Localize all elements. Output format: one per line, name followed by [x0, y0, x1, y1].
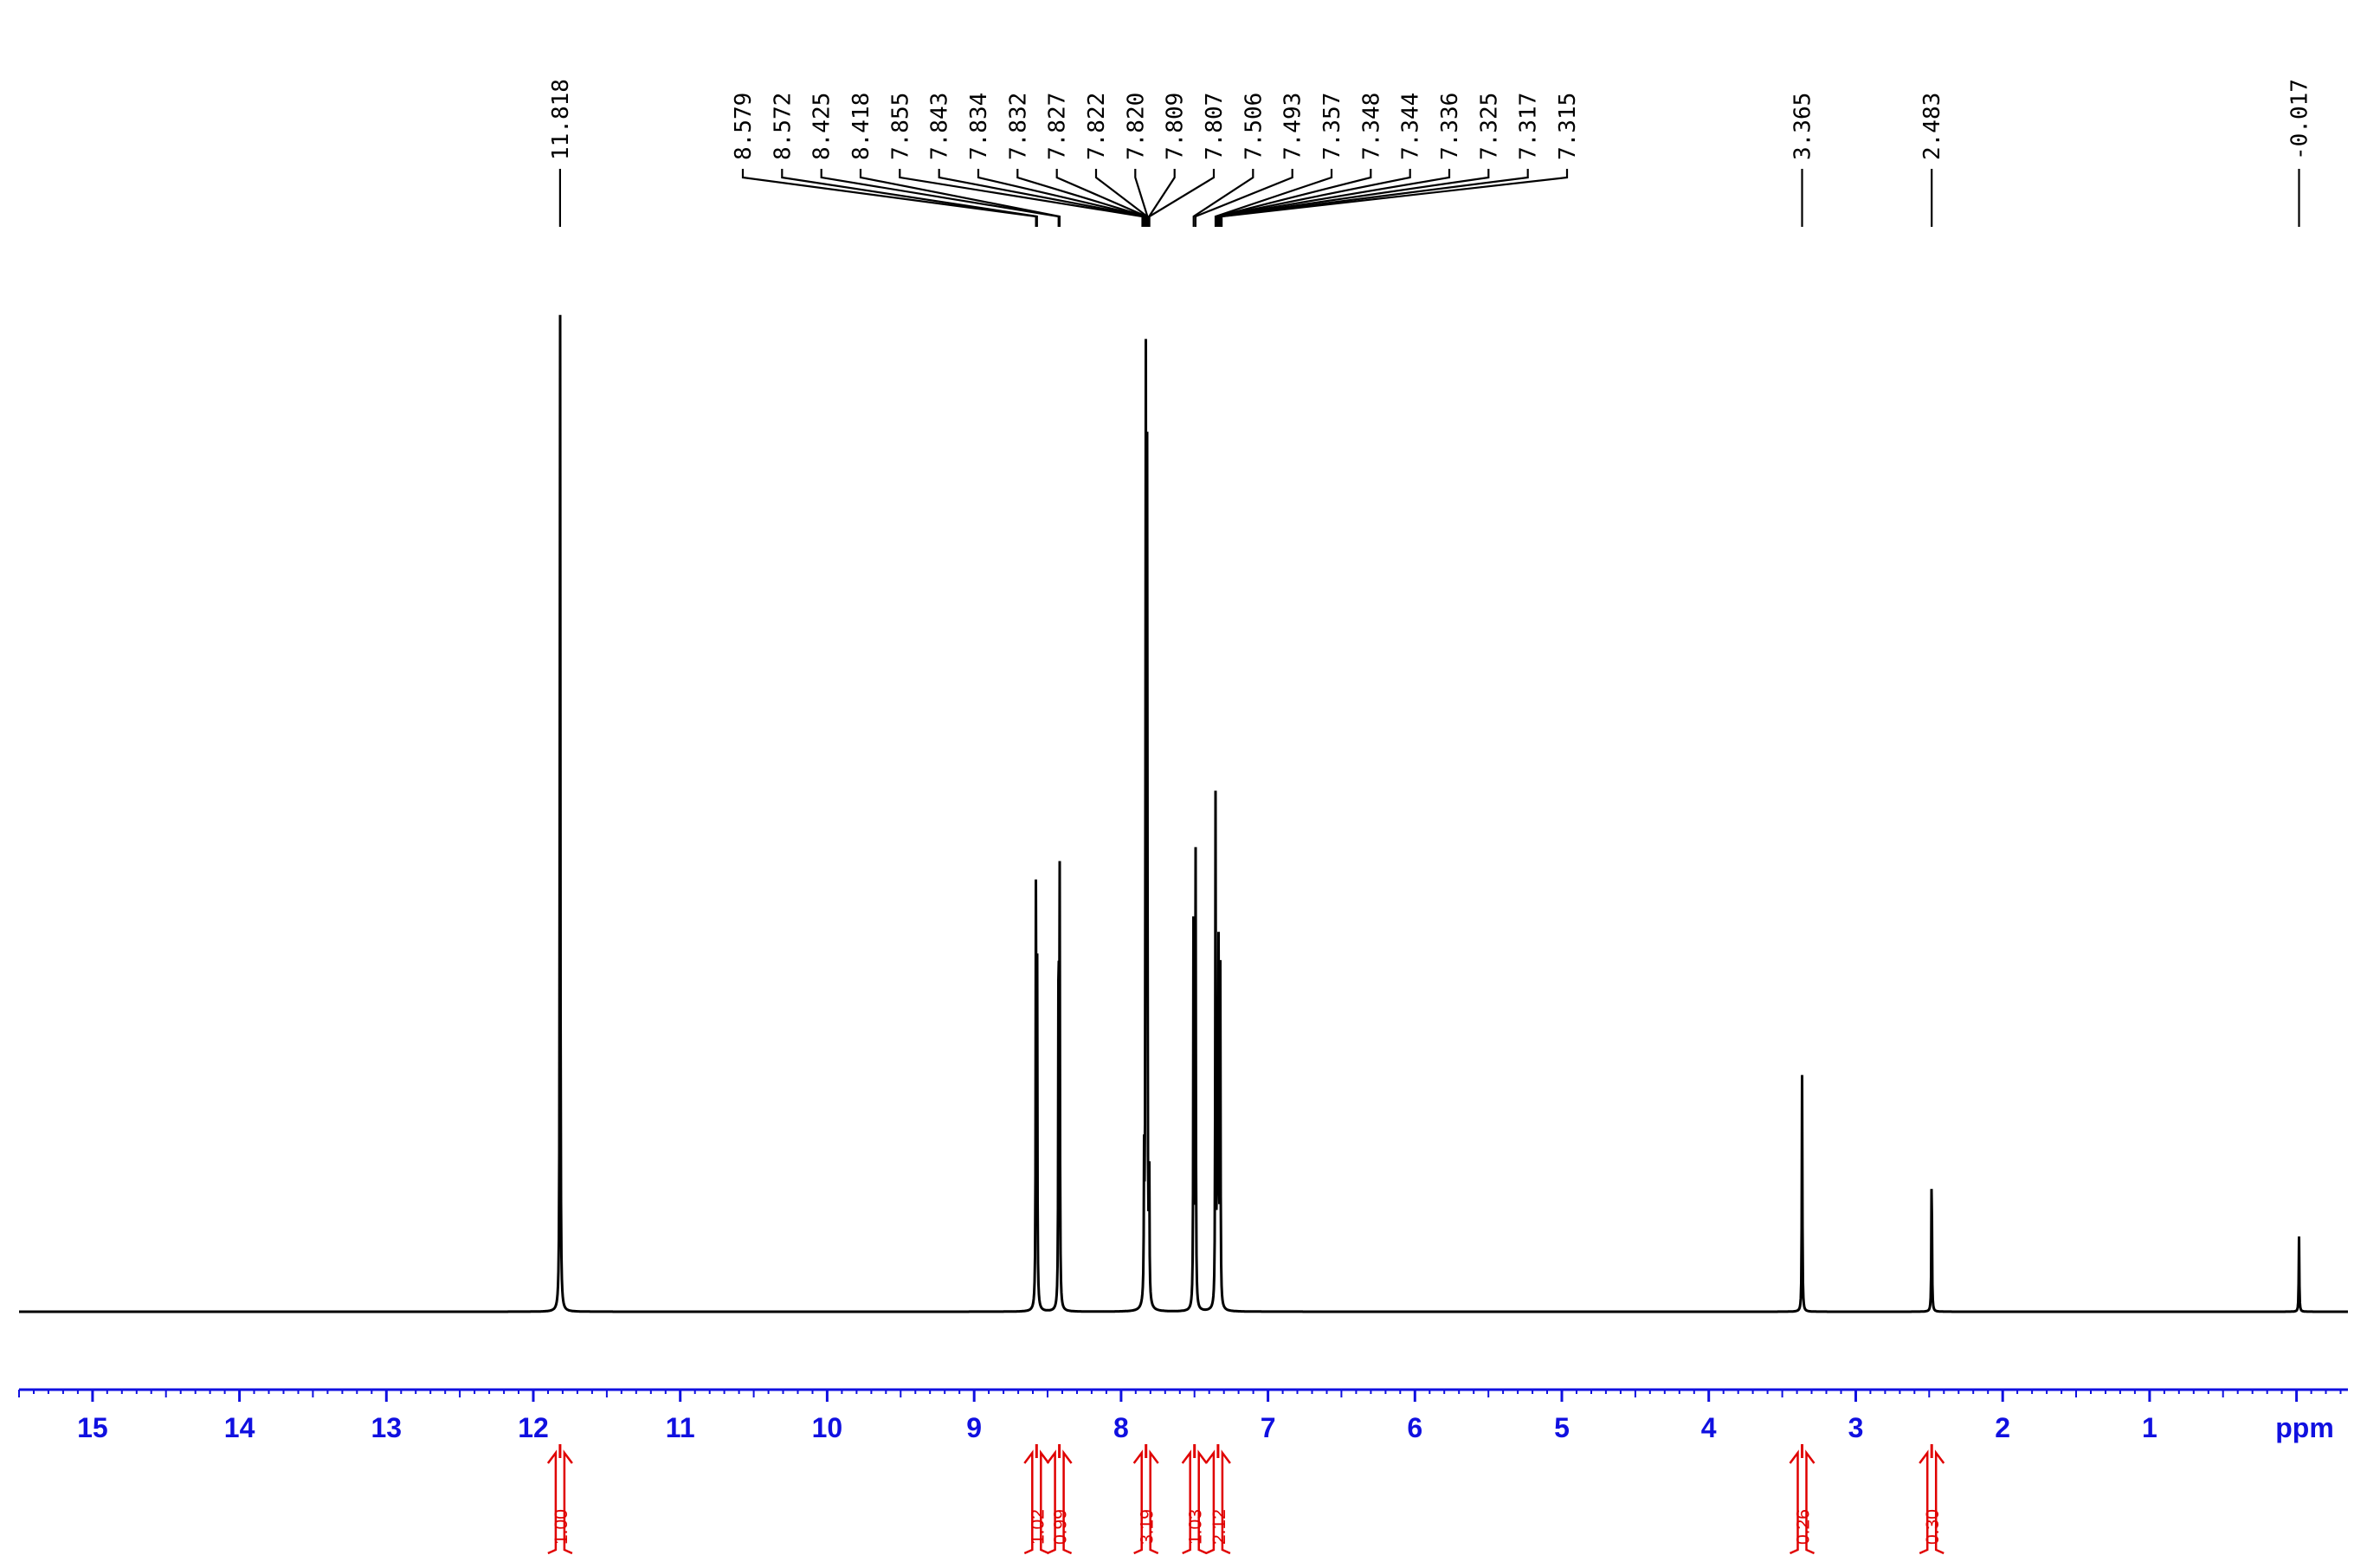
peak-leader [1192, 169, 1254, 227]
peak-label: 7.357 [1319, 93, 1345, 160]
integrals: 1.00 1.02 0.99 3.19 1.03 2.12 0.26 0.30 [546, 1444, 1945, 1555]
ppm-axis: 15 14 13 12 11 10 9 8 7 6 5 4 3 2 1 [18, 1388, 2348, 1443]
peak-label: -0.017 [2287, 79, 2313, 160]
peak-leader [1214, 169, 1333, 227]
peak-leader [1148, 169, 1176, 227]
tick-label: 3 [1848, 1412, 1864, 1443]
peak-label: 7.809 [1163, 93, 1189, 160]
peak-label: 7.493 [1280, 93, 1306, 160]
peak-leader [741, 169, 1037, 227]
integral-value: 0.30 [1923, 1509, 1943, 1545]
peak-label: 7.317 [1516, 93, 1542, 160]
peak-leader [977, 169, 1147, 227]
peak-leader-lines [558, 169, 2300, 227]
peak-label: 7.855 [887, 93, 913, 160]
integral-bracket [1132, 1449, 1159, 1555]
axis-unit-label: ppm [2275, 1412, 2334, 1443]
integral-bracket [1046, 1449, 1073, 1555]
peak-label: 8.579 [731, 93, 757, 160]
integral: 1.02 [1023, 1444, 1050, 1555]
peak-label: 7.344 [1398, 93, 1424, 160]
peak-labels: 11.818 8.579 8.572 8.425 8.418 7.855 7.843 7.83… [548, 79, 2313, 160]
peak-leader [1217, 169, 1451, 227]
peak-label: 7.325 [1476, 93, 1502, 160]
integral-value: 1.02 [1028, 1509, 1048, 1545]
tick-label: 7 [1261, 1412, 1276, 1443]
tick-label: 5 [1554, 1412, 1570, 1443]
tick-label: 4 [1701, 1412, 1717, 1443]
spectrum-trace [19, 314, 2348, 1313]
integral-value: 2.12 [1209, 1509, 1229, 1545]
peak-label: 7.336 [1437, 93, 1463, 160]
tick-label: 2 [1995, 1412, 2010, 1443]
peak-label: 2.483 [1919, 93, 1945, 160]
tick-label: 15 [77, 1412, 108, 1443]
integral-bracket [1789, 1449, 1816, 1555]
tick-label: 9 [966, 1412, 982, 1443]
integral-bracket [1204, 1449, 1231, 1555]
peak-leader [1055, 169, 1148, 227]
tick-label: 14 [224, 1412, 255, 1443]
peak-label: 8.572 [770, 93, 796, 160]
peak-label: 7.832 [1005, 93, 1031, 160]
integral-bracket [1919, 1449, 1945, 1555]
tick-label: 10 [812, 1412, 843, 1443]
tick-label: 1 [2142, 1412, 2157, 1443]
integral: 0.99 [1046, 1444, 1073, 1555]
integral-value: 1.00 [551, 1509, 571, 1545]
peak-label: 7.315 [1555, 93, 1581, 160]
peak-label: 11.818 [548, 79, 574, 160]
integral-value: 0.26 [1794, 1509, 1814, 1545]
tick-label: 8 [1113, 1412, 1129, 1443]
peak-label: 7.807 [1202, 93, 1228, 160]
tick-label: 11 [666, 1412, 695, 1443]
peak-label: 7.348 [1358, 93, 1384, 160]
peak-label: 7.834 [966, 93, 992, 160]
peak-leader [1221, 169, 1569, 227]
integral-value: 1.03 [1186, 1509, 1206, 1545]
integral-bracket [1023, 1449, 1050, 1555]
peak-leader [938, 169, 1145, 227]
peak-leader [899, 169, 1144, 227]
tick-label: 6 [1407, 1412, 1422, 1443]
peak-label: 7.827 [1045, 93, 1071, 160]
integral: 3.19 [1132, 1444, 1159, 1555]
integral-value: 3.19 [1138, 1509, 1158, 1545]
peak-leader [820, 169, 1060, 227]
peak-label: 7.820 [1123, 93, 1149, 160]
integral-bracket [1181, 1449, 1208, 1555]
integral: 0.26 [1789, 1444, 1816, 1555]
peak-label: 3.365 [1790, 93, 1816, 160]
integral-value: 0.99 [1051, 1509, 1071, 1545]
peak-leader [1134, 169, 1149, 227]
integral: 1.00 [546, 1444, 573, 1555]
peak-label: 7.843 [927, 93, 953, 160]
peak-label: 7.506 [1241, 93, 1267, 160]
tick-label: 13 [371, 1412, 403, 1443]
peak-label: 8.418 [848, 93, 874, 160]
tick-label: 12 [518, 1412, 549, 1443]
peak-leader [1148, 169, 1216, 227]
peak-label: 7.822 [1084, 93, 1110, 160]
integral: 2.12 [1204, 1444, 1231, 1555]
integral: 0.30 [1919, 1444, 1945, 1555]
peak-leader [1194, 169, 1293, 227]
peak-leader [1216, 169, 1411, 227]
peak-leader [859, 169, 1061, 227]
peak-leader [781, 169, 1038, 227]
peak-label: 8.425 [809, 93, 835, 160]
integral-bracket [546, 1449, 573, 1555]
integral: 1.03 [1181, 1444, 1208, 1555]
peak-leader [1219, 169, 1490, 227]
